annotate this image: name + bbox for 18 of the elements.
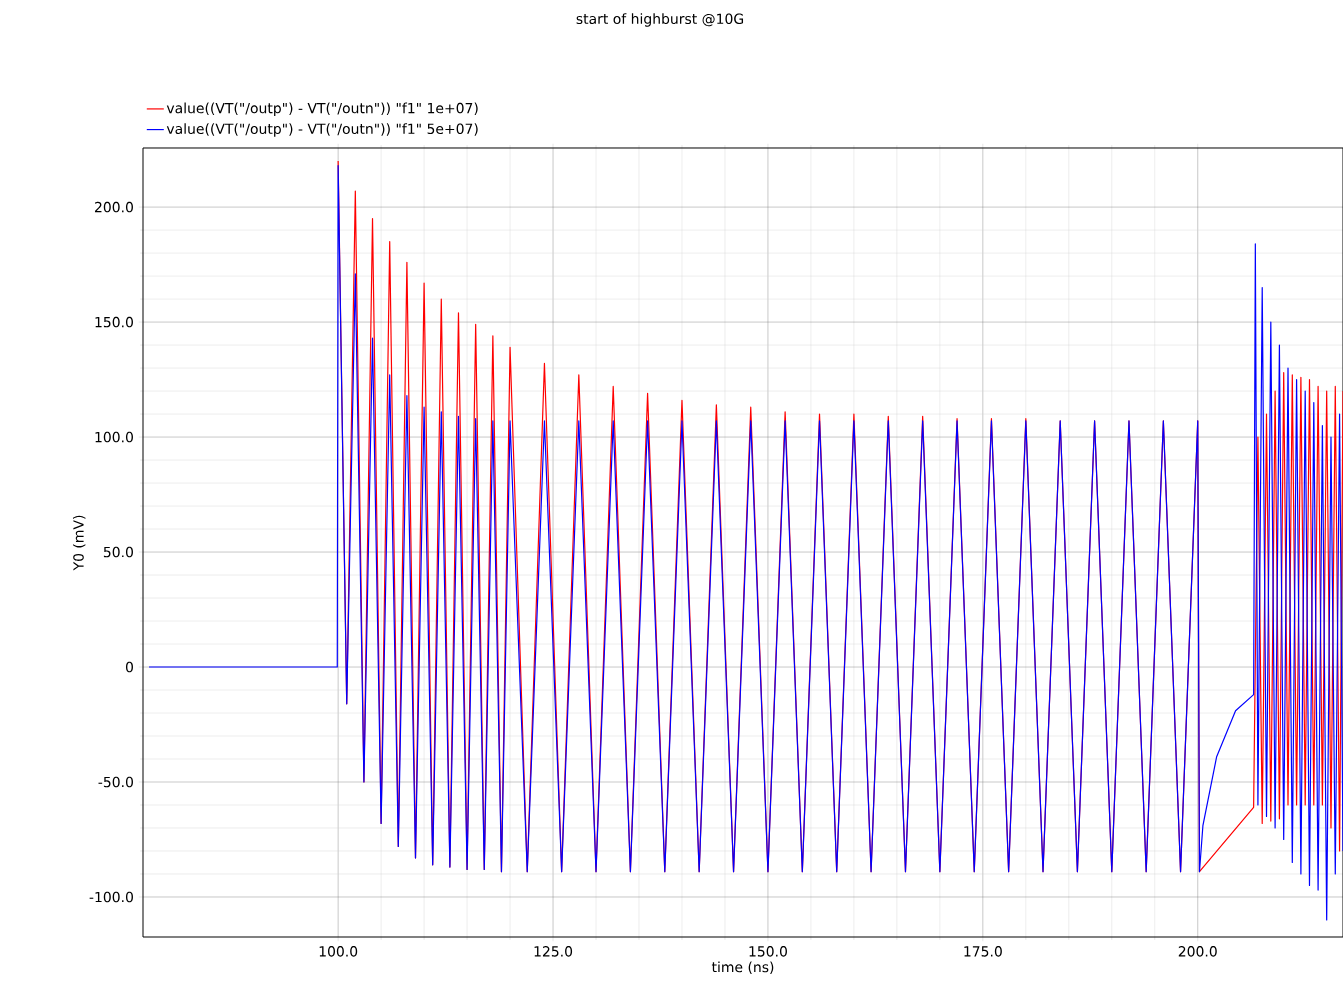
x-tick-label: 175.0 [964, 946, 1002, 957]
y-tick-label: 100.0 [95, 431, 133, 443]
x-axis-title: time (ns) [711, 961, 774, 974]
y-tick-label: 150.0 [95, 316, 133, 328]
y-tick-label: -100.0 [89, 891, 133, 903]
y-tick-label: 0 [125, 661, 133, 673]
legend-label: value((VT("/outp") - VT("/outn")) "f1" 5e+07) [166, 123, 478, 137]
x-tick-label: 100.0 [319, 946, 358, 957]
x-tick-label: 125.0 [534, 946, 573, 957]
y-tick-label: 200.0 [94, 201, 133, 213]
line-series [148, 165, 1343, 921]
legend-label: value((VT("/outp") - VT("/outn")) "f1" 1e+07) [166, 102, 478, 117]
y-tick-label: 50.0 [103, 546, 133, 558]
x-tick-label: 150.0 [749, 946, 787, 957]
chart-title: start of highburst @10G [576, 13, 744, 27]
y-tick-label: -50.0 [98, 776, 133, 788]
x-tick-label: 200.0 [1178, 946, 1217, 957]
y-axis-title: Y0 (mV) [72, 515, 86, 571]
